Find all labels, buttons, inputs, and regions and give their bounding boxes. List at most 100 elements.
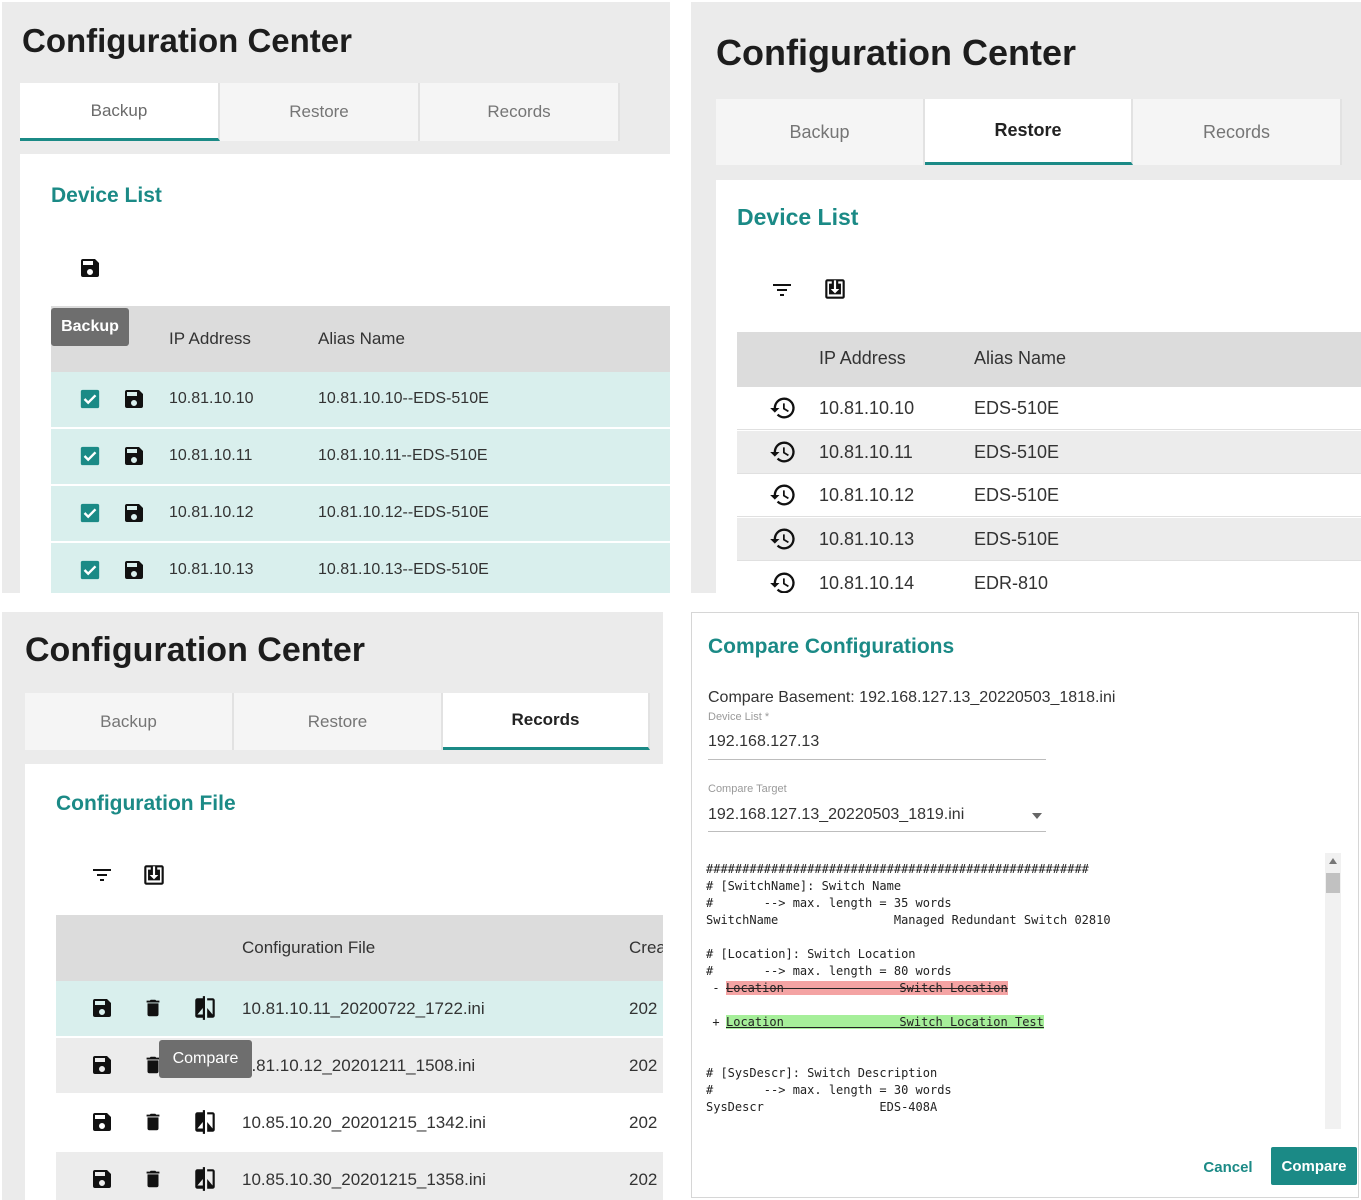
diff-line: ########################################…	[706, 862, 1089, 876]
device-list-field[interactable]: 192.168.127.13	[708, 728, 1046, 760]
section-title: Device List	[737, 204, 859, 230]
diff-line: + Location Switch Location Test	[706, 1014, 1111, 1031]
compare-icon[interactable]	[192, 1109, 218, 1135]
page-title: Configuration Center	[22, 22, 352, 59]
cancel-button[interactable]: Cancel	[1203, 1158, 1253, 1176]
dropdown-arrow-icon[interactable]	[1028, 807, 1046, 825]
tab-records[interactable]: Records	[443, 693, 650, 750]
backup-tooltip: Backup	[51, 308, 129, 346]
tab-restore[interactable]: Restore	[234, 693, 443, 750]
configuration-file-cell: 10.85.10.30_20201215_1358.ini	[242, 1170, 486, 1189]
diff-line: # --> max. length = 35 words	[706, 896, 952, 910]
table-row[interactable]: 10.81.10.12 EDS-510E	[737, 474, 1361, 518]
diff-viewer[interactable]: ########################################…	[706, 853, 1326, 1131]
restore-table-body: 10.81.10.10 EDS-510E 10.81.10.11 EDS-510E 10…	[737, 387, 1361, 593]
table-row[interactable]: 10.81.10.11 EDS-510E	[737, 430, 1361, 474]
save-icon[interactable]	[122, 558, 146, 582]
table-header: IP Address Alias Name	[51, 306, 670, 372]
import-icon[interactable]	[139, 860, 169, 890]
alias-name-cell: EDR-810	[974, 572, 1049, 593]
column-header-created: Crea	[629, 938, 663, 957]
diff-removed-marker: -	[712, 981, 720, 995]
tab-restore[interactable]: Restore	[925, 99, 1133, 165]
save-icon[interactable]	[90, 1110, 114, 1134]
diff-scrollbar[interactable]	[1325, 853, 1341, 1129]
filter-icon[interactable]	[768, 276, 796, 304]
table-row[interactable]: 0.81.10.12_20201211_1508.ini 202	[56, 1038, 663, 1095]
alias-name-cell: 10.81.10.12--EDS-510E	[318, 504, 489, 521]
diff-line: # --> max. length = 30 words	[706, 1083, 952, 1097]
import-icon[interactable]	[820, 274, 850, 304]
ip-address-cell: 10.81.10.12	[169, 504, 254, 521]
table-row[interactable]: 10.81.10.10 10.81.10.10--EDS-510E	[51, 372, 670, 429]
column-header-ip: IP Address	[169, 329, 251, 348]
save-icon[interactable]	[122, 387, 146, 411]
table-row[interactable]: 10.81.10.11 10.81.10.11--EDS-510E	[51, 429, 670, 486]
configuration-file-cell: 10.85.10.20_20201215_1342.ini	[242, 1113, 486, 1132]
compare-button[interactable]: Compare	[1271, 1147, 1357, 1185]
table-row[interactable]: 10.85.10.20_20201215_1342.ini 202	[56, 1095, 663, 1152]
created-cell: 202	[629, 1170, 658, 1189]
tab-records[interactable]: Records	[1133, 99, 1342, 165]
configuration-file-cell: 10.81.10.11_20200722_1722.ini	[242, 999, 485, 1018]
restore-history-icon[interactable]	[769, 394, 797, 422]
scroll-up-icon[interactable]	[1329, 858, 1337, 864]
save-icon[interactable]	[122, 501, 146, 525]
delete-icon[interactable]	[142, 996, 164, 1020]
delete-icon[interactable]	[142, 1167, 164, 1191]
records-table-body: 10.81.10.11_20200722_1722.ini 202 0.81.10.…	[56, 981, 663, 1200]
delete-icon[interactable]	[142, 1053, 164, 1077]
backup-panel: Configuration Center Backup Restore Reco…	[2, 2, 670, 593]
checkbox-checked-icon[interactable]	[79, 388, 101, 410]
diff-line: SwitchName Managed Redundant Switch 0281…	[706, 913, 1111, 927]
scrollbar-thumb[interactable]	[1326, 873, 1340, 893]
compare-icon[interactable]	[192, 995, 218, 1021]
table-row[interactable]: 10.81.10.10 EDS-510E	[737, 387, 1361, 430]
dialog-title: Compare Configurations	[708, 635, 955, 658]
diff-line	[706, 1031, 1111, 1048]
checkbox-checked-icon[interactable]	[79, 559, 101, 581]
section-title: Configuration File	[56, 792, 236, 815]
restore-panel: Configuration Center Backup Restore Reco…	[691, 2, 1361, 593]
table-row[interactable]: 10.81.10.14 EDR-810	[737, 561, 1361, 593]
table-header: IP Address Alias Name	[737, 332, 1361, 387]
tab-backup[interactable]: Backup	[716, 99, 925, 165]
tab-records[interactable]: Records	[420, 83, 620, 141]
delete-icon[interactable]	[142, 1110, 164, 1134]
page-title: Configuration Center	[25, 631, 365, 669]
tab-backup[interactable]: Backup	[25, 693, 234, 750]
save-icon[interactable]	[90, 1053, 114, 1077]
ip-address-cell: 10.81.10.12	[819, 485, 915, 506]
table-row[interactable]: 10.81.10.11_20200722_1722.ini 202	[56, 981, 663, 1038]
diff-line	[706, 997, 1111, 1014]
checkbox-checked-icon[interactable]	[79, 445, 101, 467]
alias-name-cell: 10.81.10.13--EDS-510E	[318, 561, 489, 578]
table-row[interactable]: 10.81.10.12 10.81.10.12--EDS-510E	[51, 486, 670, 543]
table-row[interactable]: 10.85.10.30_20201215_1358.ini 202	[56, 1152, 663, 1200]
diff-line: # --> max. length = 80 words	[706, 964, 952, 978]
tab-restore[interactable]: Restore	[220, 83, 420, 141]
ip-address-cell: 10.81.10.10	[169, 390, 254, 407]
alias-name-cell: EDS-510E	[974, 398, 1060, 418]
save-icon[interactable]	[76, 254, 104, 282]
config-file-card: Configuration File Configuration File Cr…	[25, 764, 663, 1200]
compare-target-select[interactable]: 192.168.127.13_20220503_1819.ini	[708, 801, 1046, 832]
checkbox-checked-icon[interactable]	[79, 502, 101, 524]
created-cell: 202	[629, 1113, 658, 1132]
section-title: Device List	[51, 184, 162, 207]
save-icon[interactable]	[90, 1167, 114, 1191]
device-list-label: Device List *	[708, 711, 770, 723]
compare-icon[interactable]	[192, 1166, 218, 1192]
save-icon[interactable]	[90, 996, 114, 1020]
save-icon[interactable]	[122, 444, 146, 468]
restore-history-icon[interactable]	[769, 525, 797, 553]
restore-history-icon[interactable]	[769, 438, 797, 466]
restore-history-icon[interactable]	[769, 481, 797, 509]
restore-history-icon[interactable]	[769, 569, 797, 593]
column-header-alias: Alias Name	[974, 348, 1067, 368]
filter-icon[interactable]	[88, 861, 116, 889]
tab-backup[interactable]: Backup	[20, 83, 220, 141]
ip-address-cell: 10.81.10.11	[819, 441, 913, 462]
table-row[interactable]: 10.81.10.13 EDS-510E	[737, 518, 1361, 562]
table-row[interactable]: 10.81.10.13 10.81.10.13--EDS-510E	[51, 543, 670, 593]
